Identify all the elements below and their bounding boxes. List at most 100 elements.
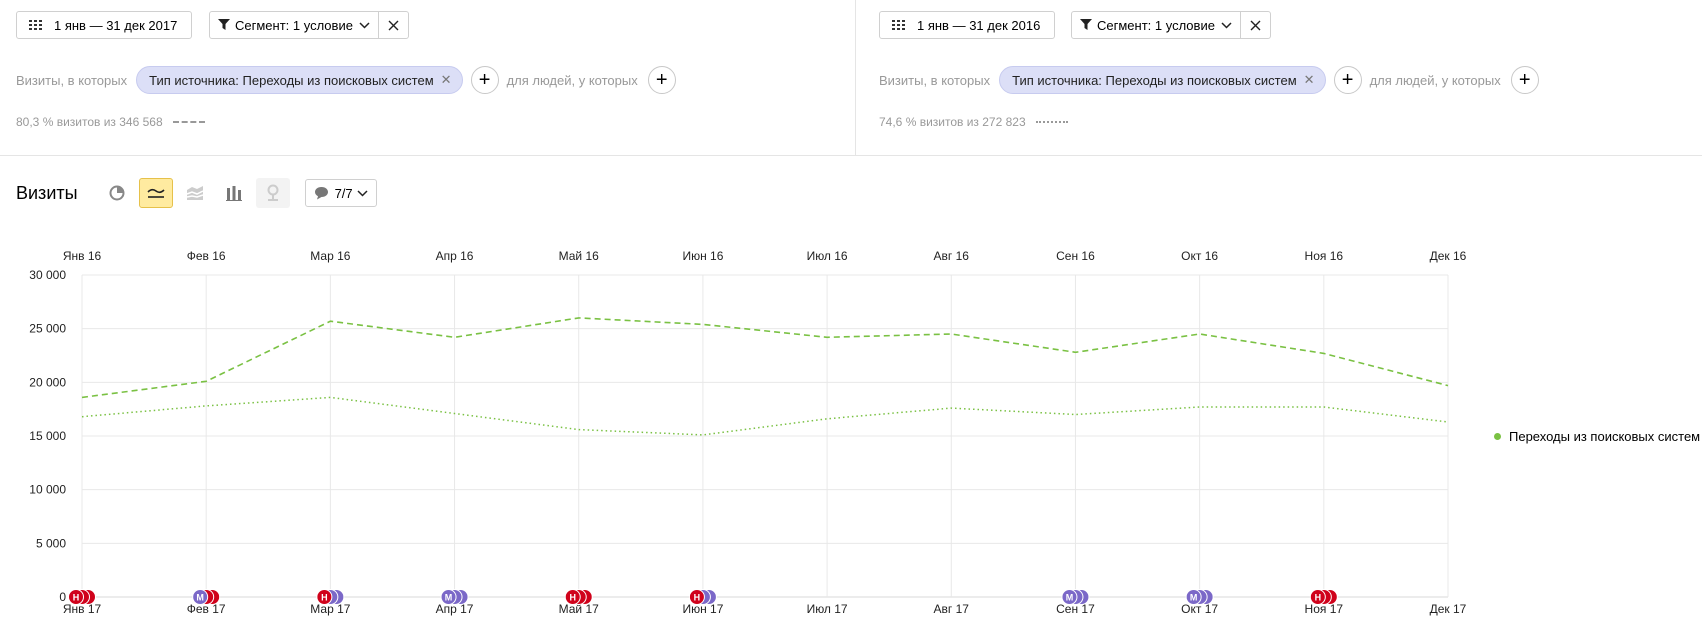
note-marker-letter: Н <box>694 593 701 603</box>
dashed-line-marker <box>172 121 205 123</box>
note-marker-letter: Н <box>321 593 328 603</box>
dotted-line-marker <box>1035 121 1068 123</box>
area-chart-button[interactable] <box>178 178 212 208</box>
x-bottom-tick-label: Авг 17 <box>934 602 970 616</box>
note-marker-letter: Н <box>1315 593 1322 603</box>
add-people-condition-button[interactable]: + <box>647 66 676 94</box>
segment-panel-right: 1 янв — 31 дек 2016 Сегмент: 1 условие В… <box>855 0 1702 156</box>
header-divider <box>0 155 1702 156</box>
y-tick-label: 5 000 <box>36 536 66 550</box>
x-bottom-tick-label: Июн 17 <box>682 602 723 616</box>
x-top-tick-label: Май 16 <box>559 249 600 263</box>
x-top-tick-label: Мар 16 <box>310 249 350 263</box>
series-line-2017 <box>81 317 1449 399</box>
line-chart-button[interactable] <box>138 178 173 208</box>
note-marker-letter: М <box>1066 593 1074 603</box>
condition-row-left: Визиты, в которых Тип источника: Переход… <box>16 66 684 94</box>
condition-row-right: Визиты, в которых Тип источника: Переход… <box>879 66 1547 94</box>
note-marker <box>1185 589 1202 605</box>
x-top-tick-label: Фев 16 <box>187 249 226 263</box>
x-top-tick-label: Янв 16 <box>63 249 102 263</box>
segment-clear-button[interactable] <box>377 12 408 38</box>
x-bottom-tick-label: Янв 17 <box>63 602 102 616</box>
chart-legend[interactable]: Переходы из поисковых систем <box>1494 429 1700 444</box>
y-tick-label: 10 000 <box>29 483 66 497</box>
y-tick-label: 30 000 <box>29 268 66 282</box>
notes-count: 7/7 <box>334 185 353 201</box>
pie-chart-icon <box>109 185 125 201</box>
visits-prefix: Визиты, в которых <box>879 72 991 88</box>
note-marker-letter: М <box>196 593 204 603</box>
calendar-icon <box>29 20 42 30</box>
x-bottom-tick-label: Дек 17 <box>1430 602 1467 616</box>
comment-icon <box>314 187 328 200</box>
x-bottom-tick-label: Апр 17 <box>436 602 474 616</box>
note-marker-letter: М <box>1190 593 1198 603</box>
segment-label: Сегмент: 1 условие <box>235 17 353 33</box>
pie-chart-button[interactable] <box>100 178 134 208</box>
chip-label: Тип источника: Переходы из поисковых сис… <box>1012 72 1297 88</box>
map-button[interactable] <box>255 178 290 208</box>
x-top-tick-label: Июл 16 <box>807 249 848 263</box>
line-chart-icon <box>146 188 165 198</box>
visits-prefix: Визиты, в которых <box>16 72 128 88</box>
filter-icon <box>218 19 230 30</box>
chip-label: Тип источника: Переходы из поисковых сис… <box>149 72 434 88</box>
add-visit-condition-button[interactable]: + <box>1333 66 1362 94</box>
segment-button-right[interactable]: Сегмент: 1 условие <box>1071 11 1271 39</box>
x-top-tick-label: Апр 16 <box>436 249 474 263</box>
chip-remove-icon[interactable]: ✕ <box>1303 72 1315 87</box>
x-bottom-tick-label: Мар 17 <box>310 602 350 616</box>
note-marker <box>440 589 457 605</box>
close-icon <box>388 20 399 30</box>
note-marker-letter: Н <box>73 593 80 603</box>
x-bottom-tick-label: Фев 17 <box>187 602 226 616</box>
segment-select[interactable]: Сегмент: 1 условие <box>210 12 378 38</box>
stat-text: 80,3 % визитов из 346 568 <box>16 115 163 129</box>
chart-title: Визиты <box>16 182 78 203</box>
stat-text: 74,6 % визитов из 272 823 <box>879 115 1026 129</box>
close-icon <box>1250 20 1261 30</box>
x-top-tick-label: Сен 16 <box>1056 249 1095 263</box>
condition-chip[interactable]: Тип источника: Переходы из поисковых сис… <box>999 66 1326 94</box>
notes-filter-button[interactable]: 7/7 <box>304 179 377 207</box>
chevron-down-icon <box>357 189 368 197</box>
segment-label: Сегмент: 1 условие <box>1097 17 1215 33</box>
y-tick-label: 20 000 <box>29 375 66 389</box>
area-chart-icon <box>186 186 203 200</box>
x-top-tick-label: Дек 16 <box>1430 249 1467 263</box>
segment-clear-button[interactable] <box>1239 12 1270 38</box>
add-people-condition-button[interactable]: + <box>1510 66 1539 94</box>
map-icon <box>267 184 279 201</box>
date-range-button-right[interactable]: 1 янв — 31 дек 2016 <box>879 11 1056 39</box>
x-top-tick-label: Июн 16 <box>682 249 723 263</box>
x-bottom-tick-label: Ноя 17 <box>1305 602 1344 616</box>
segment-select[interactable]: Сегмент: 1 условие <box>1072 12 1240 38</box>
legend-series-label: Переходы из поисковых систем <box>1509 429 1701 444</box>
x-top-tick-label: Авг 16 <box>934 249 970 263</box>
chart-toolbar: Визиты 7/7 <box>16 178 377 208</box>
note-marker <box>564 589 581 605</box>
segment-button-left[interactable]: Сегмент: 1 условие <box>209 11 409 39</box>
y-tick-label: 15 000 <box>29 429 66 443</box>
date-range-label: 1 янв — 31 дек 2016 <box>917 17 1041 33</box>
x-top-tick-label: Ноя 16 <box>1305 249 1344 263</box>
segment-panel-left: 1 янв — 31 дек 2017 Сегмент: 1 условие В… <box>0 0 855 156</box>
filter-icon <box>1080 19 1092 30</box>
chip-remove-icon[interactable]: ✕ <box>440 72 452 87</box>
segment-stat-right: 74,6 % визитов из 272 823 <box>879 115 1068 129</box>
condition-chip[interactable]: Тип источника: Переходы из поисковых сис… <box>136 66 463 94</box>
date-range-button-left[interactable]: 1 янв — 31 дек 2017 <box>16 11 193 39</box>
segment-stat-left: 80,3 % визитов из 346 568 <box>16 115 205 129</box>
add-visit-condition-button[interactable]: + <box>470 66 499 94</box>
people-label: для людей, у которых <box>1369 72 1501 88</box>
bar-chart-icon <box>225 186 242 201</box>
legend-series-dot <box>1494 433 1501 440</box>
y-tick-label: 0 <box>59 590 66 604</box>
note-marker <box>68 589 84 605</box>
x-top-tick-label: Окт 16 <box>1181 249 1218 263</box>
note-marker-letter: Н <box>569 593 576 603</box>
bar-chart-button[interactable] <box>217 178 251 208</box>
x-bottom-tick-label: Май 17 <box>559 602 600 616</box>
date-range-label: 1 янв — 31 дек 2017 <box>54 17 178 33</box>
